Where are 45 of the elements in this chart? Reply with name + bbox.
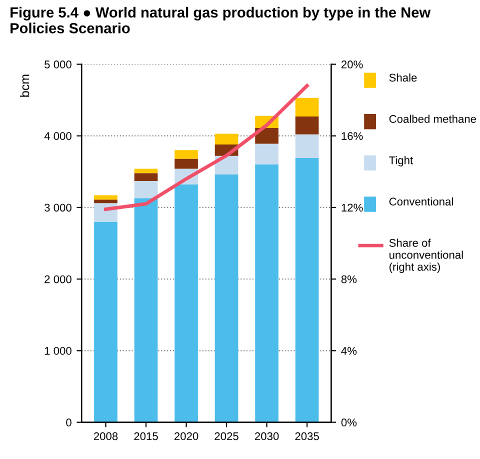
- x-tick-label: 2008: [94, 432, 118, 440]
- bar: [214, 174, 238, 422]
- y-tick-label: 4 000: [44, 132, 72, 140]
- bar: [134, 173, 158, 181]
- x-tick-label: 2025: [214, 432, 238, 440]
- bar: [255, 164, 278, 422]
- bar: [174, 184, 198, 422]
- bar: [174, 150, 198, 159]
- bar: [295, 158, 319, 422]
- legend-label: Conventional: [389, 197, 453, 206]
- bar: [94, 222, 118, 422]
- bar: [134, 168, 158, 174]
- y2-tick-label: 0%: [341, 418, 357, 426]
- legend-label: Coalbed methane: [389, 114, 476, 123]
- y2-tick-label: 8%: [341, 275, 357, 284]
- bar: [295, 98, 319, 117]
- x-tick-label: 2020: [174, 432, 198, 440]
- line-series: [104, 84, 309, 211]
- y2-tick-label: 4%: [341, 346, 357, 355]
- bar: [134, 180, 158, 198]
- bar: [255, 128, 278, 144]
- chart-title: Figure 5.4 ● World natural gas production by type in the New Policies Scenario: [10, 6, 431, 34]
- y2-tick-label: 16%: [342, 132, 363, 140]
- y2-tick-label: 20%: [341, 60, 363, 68]
- bar: [255, 144, 278, 165]
- legend-label: Share of unconventional (right axis): [389, 238, 463, 273]
- y-tick-label: 1 000: [44, 346, 72, 355]
- bar: [94, 200, 118, 204]
- bar: [174, 158, 198, 169]
- x-tick-label: 2015: [134, 432, 158, 440]
- bar: [214, 134, 238, 144]
- y-tick-label: 0: [66, 418, 72, 426]
- x-tick-label: 2035: [295, 432, 319, 440]
- x-tick-label: 2030: [254, 432, 279, 440]
- bar: [295, 116, 319, 134]
- legend-label: Tight: [389, 156, 414, 166]
- y-tick-label: 2 000: [44, 275, 72, 284]
- legend-label: Shale: [389, 73, 417, 82]
- y-tick-label: 5 000: [44, 60, 72, 68]
- bar: [295, 134, 319, 158]
- y2-tick-label: 12%: [342, 204, 363, 212]
- bar: [134, 198, 158, 422]
- bar: [94, 195, 118, 200]
- y-tick-label: 3 000: [44, 204, 72, 212]
- y-axis-title: bcm: [20, 74, 30, 97]
